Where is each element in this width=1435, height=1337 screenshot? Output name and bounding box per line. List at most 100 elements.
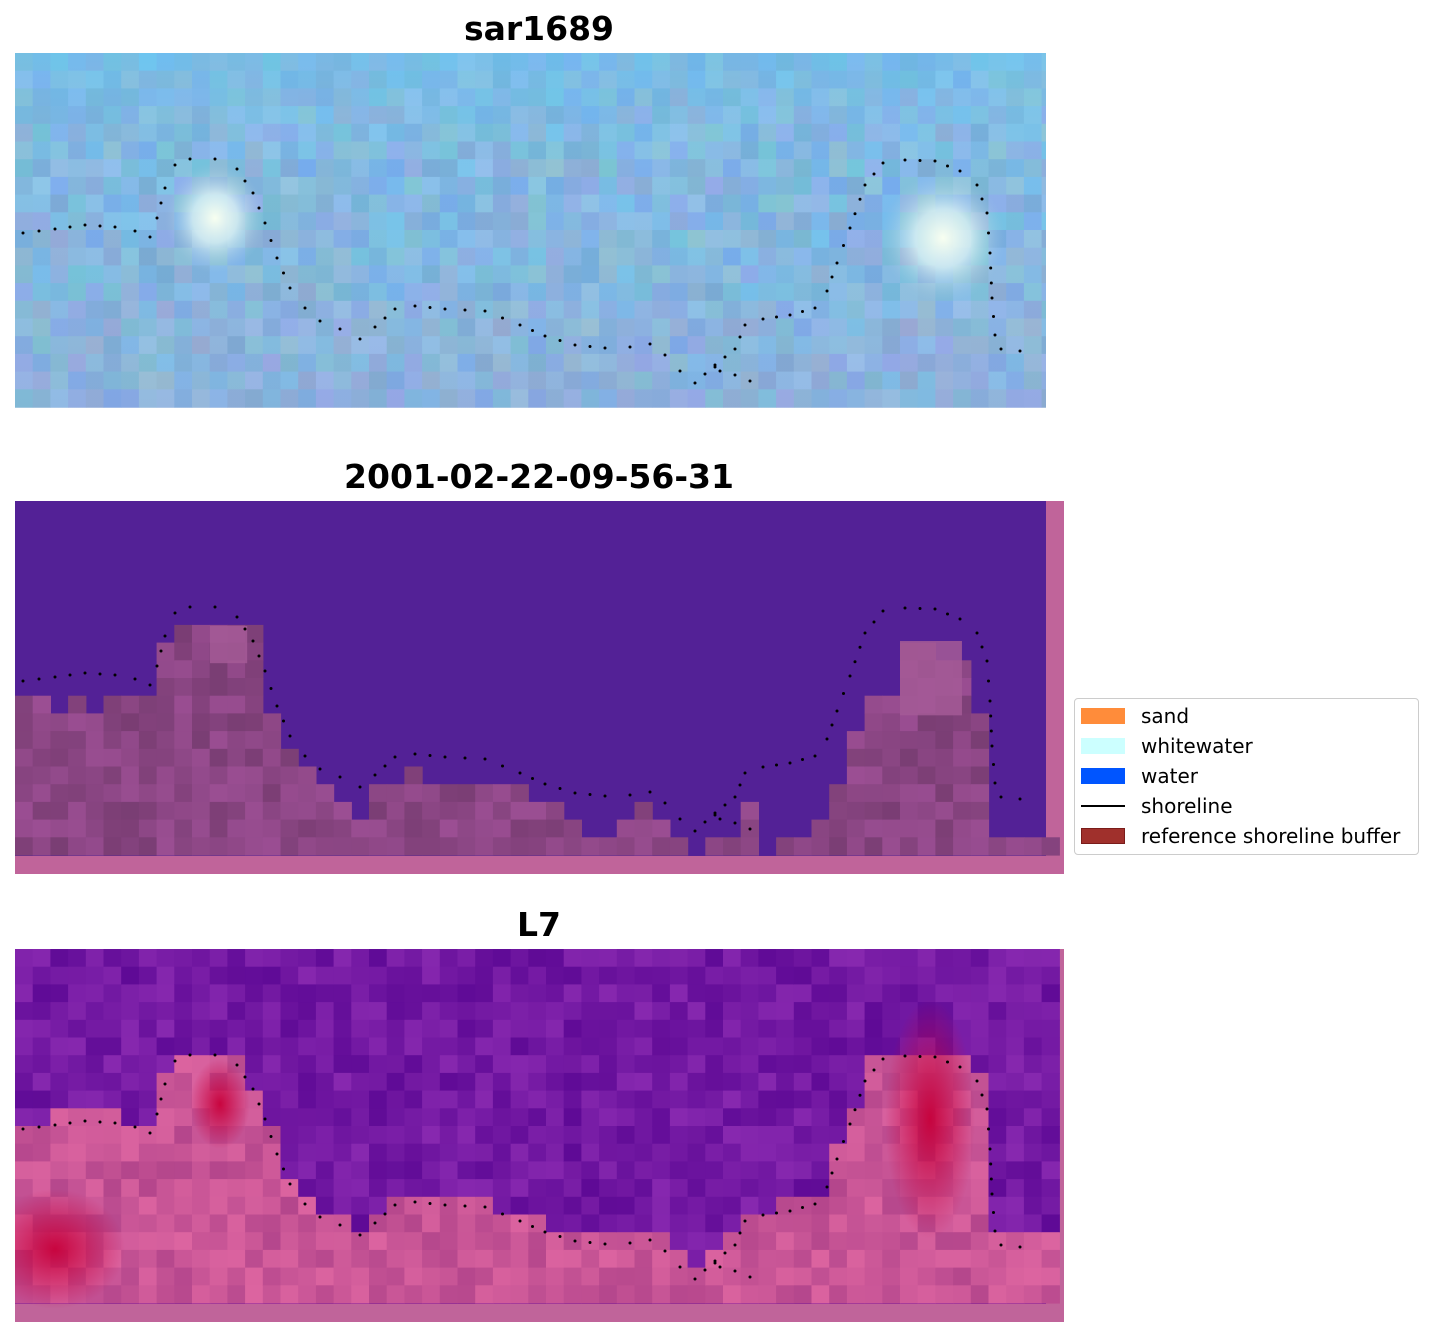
shoreline-dot xyxy=(318,1215,322,1219)
shoreline-dot xyxy=(358,1233,362,1237)
shoreline-dot xyxy=(213,1053,217,1057)
shoreline-dot xyxy=(761,765,765,769)
shoreline-dot xyxy=(558,787,562,790)
shoreline-dot xyxy=(173,611,177,615)
shoreline-dot xyxy=(275,1152,279,1156)
shoreline-dot xyxy=(1018,797,1022,801)
shoreline-dot xyxy=(288,1182,292,1186)
shoreline-dot xyxy=(573,1239,577,1243)
shoreline-dot xyxy=(975,183,979,187)
shoreline-dot xyxy=(531,329,534,332)
shoreline-dot xyxy=(21,1127,25,1131)
shoreline-dot xyxy=(257,206,261,210)
shoreline-dot xyxy=(872,172,876,176)
shoreline-dot xyxy=(413,304,417,308)
shoreline-dot xyxy=(303,1202,307,1206)
shoreline-dot xyxy=(842,692,845,695)
shoreline-dot xyxy=(903,158,907,162)
shoreline-dot xyxy=(718,817,722,821)
shoreline-dot xyxy=(413,752,417,756)
shoreline-dot xyxy=(738,1231,742,1235)
shoreline-dot xyxy=(53,227,57,231)
shoreline-dot xyxy=(173,163,177,167)
shoreline-dot xyxy=(543,782,547,786)
shoreline-dot xyxy=(282,1167,285,1171)
shoreline-dot xyxy=(501,764,504,768)
shoreline-dot xyxy=(628,1241,632,1245)
shoreline-dot xyxy=(990,296,994,300)
shoreline-dot xyxy=(573,343,577,347)
shoreline-dot xyxy=(863,1079,867,1083)
shoreline-dot xyxy=(483,757,487,761)
shoreline-dot xyxy=(853,660,857,664)
shoreline-dot xyxy=(918,1055,922,1058)
shoreline-dot xyxy=(243,627,247,631)
shoreline-dot xyxy=(723,355,727,359)
shoreline-dot xyxy=(988,1147,992,1151)
shoreline-dot xyxy=(830,723,834,727)
shoreline-dot xyxy=(835,1157,839,1161)
shoreline-dot xyxy=(98,224,102,228)
water-swatch xyxy=(1081,768,1125,784)
shoreline-dot xyxy=(269,1135,273,1138)
shoreline-dot xyxy=(678,1265,682,1269)
bright-sand-patch-right xyxy=(881,173,1005,303)
shoreline-dot xyxy=(987,679,990,683)
shoreline-dot xyxy=(648,790,652,794)
shoreline-dot xyxy=(213,157,217,161)
legend-label-sand: sand xyxy=(1141,704,1190,728)
shoreline-dot xyxy=(338,775,342,779)
shoreline-dots xyxy=(21,157,1022,385)
shoreline-dot xyxy=(37,677,41,681)
shoreline-dot xyxy=(648,342,652,346)
shoreline-dot xyxy=(733,1269,737,1273)
shoreline-dot xyxy=(159,1097,163,1101)
shoreline-dot xyxy=(693,381,697,385)
shoreline-dot xyxy=(588,793,592,796)
shoreline-dot xyxy=(648,1238,652,1242)
legend-item-sand: sand xyxy=(1081,704,1189,728)
shoreline-dot xyxy=(235,615,239,619)
index-pixel-grid xyxy=(15,949,1060,1304)
shoreline-dot xyxy=(830,275,834,279)
hot-zone-right xyxy=(885,999,975,1239)
shoreline-dot xyxy=(269,239,273,242)
shoreline-dot xyxy=(288,734,292,738)
panel-title-rgb: sar1689 xyxy=(463,9,615,48)
shoreline-dot xyxy=(518,323,522,327)
shoreline-dot xyxy=(801,758,804,761)
shoreline-dot xyxy=(269,687,273,690)
shoreline-dot xyxy=(788,1209,792,1213)
shoreline-dot xyxy=(428,1202,432,1205)
shoreline-dot xyxy=(933,607,937,611)
shoreline-dot xyxy=(303,306,307,310)
shoreline-dot xyxy=(842,244,845,247)
legend-label-shoreline: shoreline xyxy=(1141,794,1233,818)
shoreline-dot xyxy=(958,617,962,621)
shoreline-dot xyxy=(723,1251,727,1255)
shoreline-dot xyxy=(903,606,907,610)
shoreline-dot xyxy=(987,1127,990,1131)
shoreline-dot xyxy=(318,319,322,323)
shoreline-dot xyxy=(83,671,87,675)
shoreline-dot xyxy=(483,1205,487,1209)
shoreline-dot xyxy=(733,373,737,377)
shoreline-dot xyxy=(257,1102,261,1106)
shoreline-dot xyxy=(257,654,261,658)
shoreline-dot xyxy=(518,771,522,775)
shoreline-dot xyxy=(383,316,387,320)
shoreline-dot xyxy=(775,315,778,319)
shoreline-dot xyxy=(338,1223,342,1227)
shoreline-dot xyxy=(518,1219,522,1223)
shoreline-dot xyxy=(693,829,697,833)
shoreline-dot xyxy=(993,1229,997,1233)
shoreline-dot xyxy=(733,347,737,351)
shoreline-dot xyxy=(733,1243,737,1247)
shoreline-dot xyxy=(835,261,839,265)
shoreline-dot xyxy=(263,669,267,673)
shoreline-dot xyxy=(37,1125,41,1129)
shoreline-dot xyxy=(678,817,682,821)
shoreline-dot xyxy=(718,1265,722,1269)
shoreline-dot xyxy=(775,763,778,767)
shoreline-dot xyxy=(989,281,993,285)
